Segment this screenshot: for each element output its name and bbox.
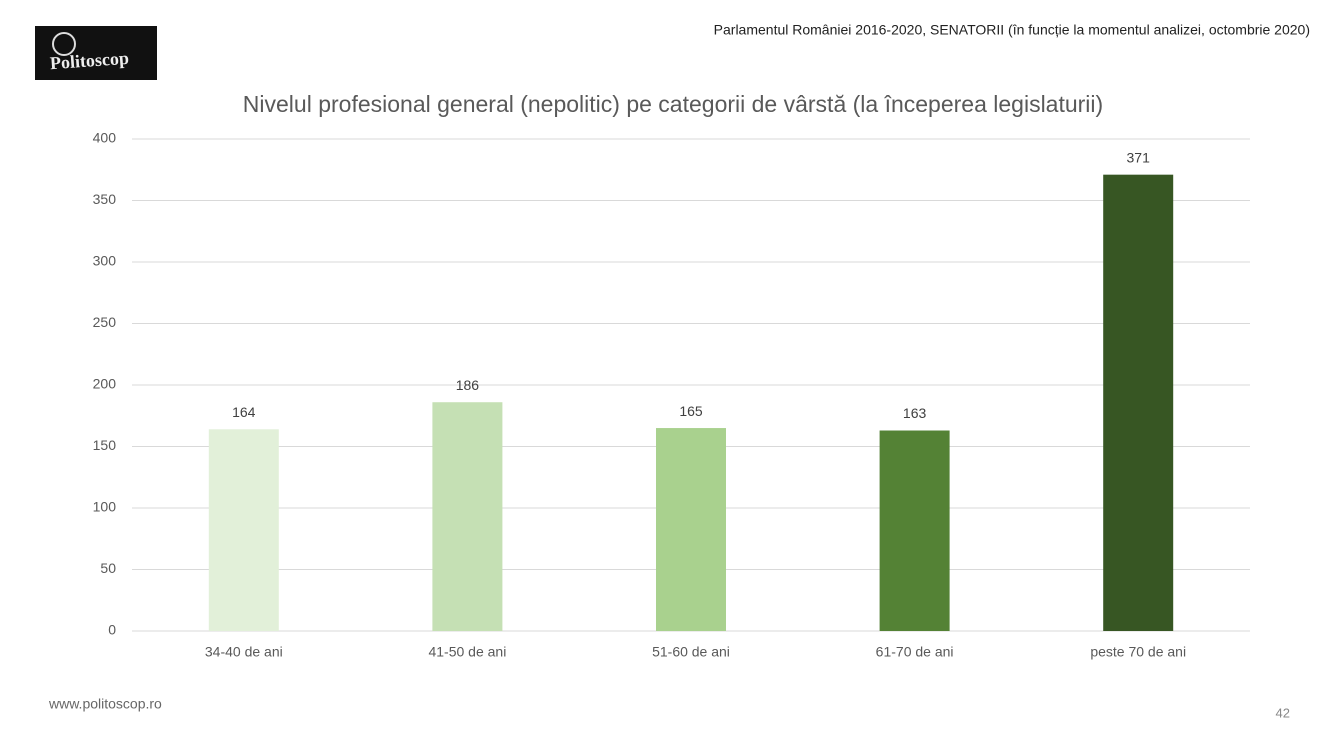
bar <box>656 428 726 631</box>
y-tick-label: 50 <box>100 560 116 576</box>
x-tick-label: 61-70 de ani <box>876 644 954 660</box>
x-tick-label: 51-60 de ani <box>652 644 730 660</box>
value-label: 186 <box>456 377 480 393</box>
chart-title: Nivelul profesional general (nepolitic) … <box>243 91 1103 117</box>
value-label: 371 <box>1127 149 1151 165</box>
bar <box>208 429 279 631</box>
y-tick-label: 300 <box>93 253 117 269</box>
logo-icon <box>52 32 76 56</box>
y-tick-label: 200 <box>93 376 117 392</box>
value-label: 164 <box>232 404 256 420</box>
bar <box>879 430 950 631</box>
x-tick-label: peste 70 de ani <box>1090 644 1186 660</box>
bar <box>1103 174 1174 632</box>
source-note: Parlamentul României 2016-2020, SENATORI… <box>714 22 1310 38</box>
y-tick-label: 0 <box>108 622 116 638</box>
x-tick-label: 41-50 de ani <box>428 644 506 660</box>
bar <box>432 402 503 631</box>
y-tick-label: 100 <box>93 499 117 515</box>
y-tick-label: 150 <box>93 437 117 453</box>
value-label: 165 <box>679 403 703 419</box>
y-tick-label: 350 <box>93 191 117 207</box>
logo-box <box>35 26 157 80</box>
value-label: 163 <box>903 405 927 421</box>
page-number: 42 <box>1276 705 1290 720</box>
y-tick-label: 400 <box>93 130 117 146</box>
x-tick-label: 34-40 de ani <box>205 644 283 660</box>
footer-site: www.politoscop.ro <box>48 696 162 712</box>
y-tick-label: 250 <box>93 314 117 330</box>
